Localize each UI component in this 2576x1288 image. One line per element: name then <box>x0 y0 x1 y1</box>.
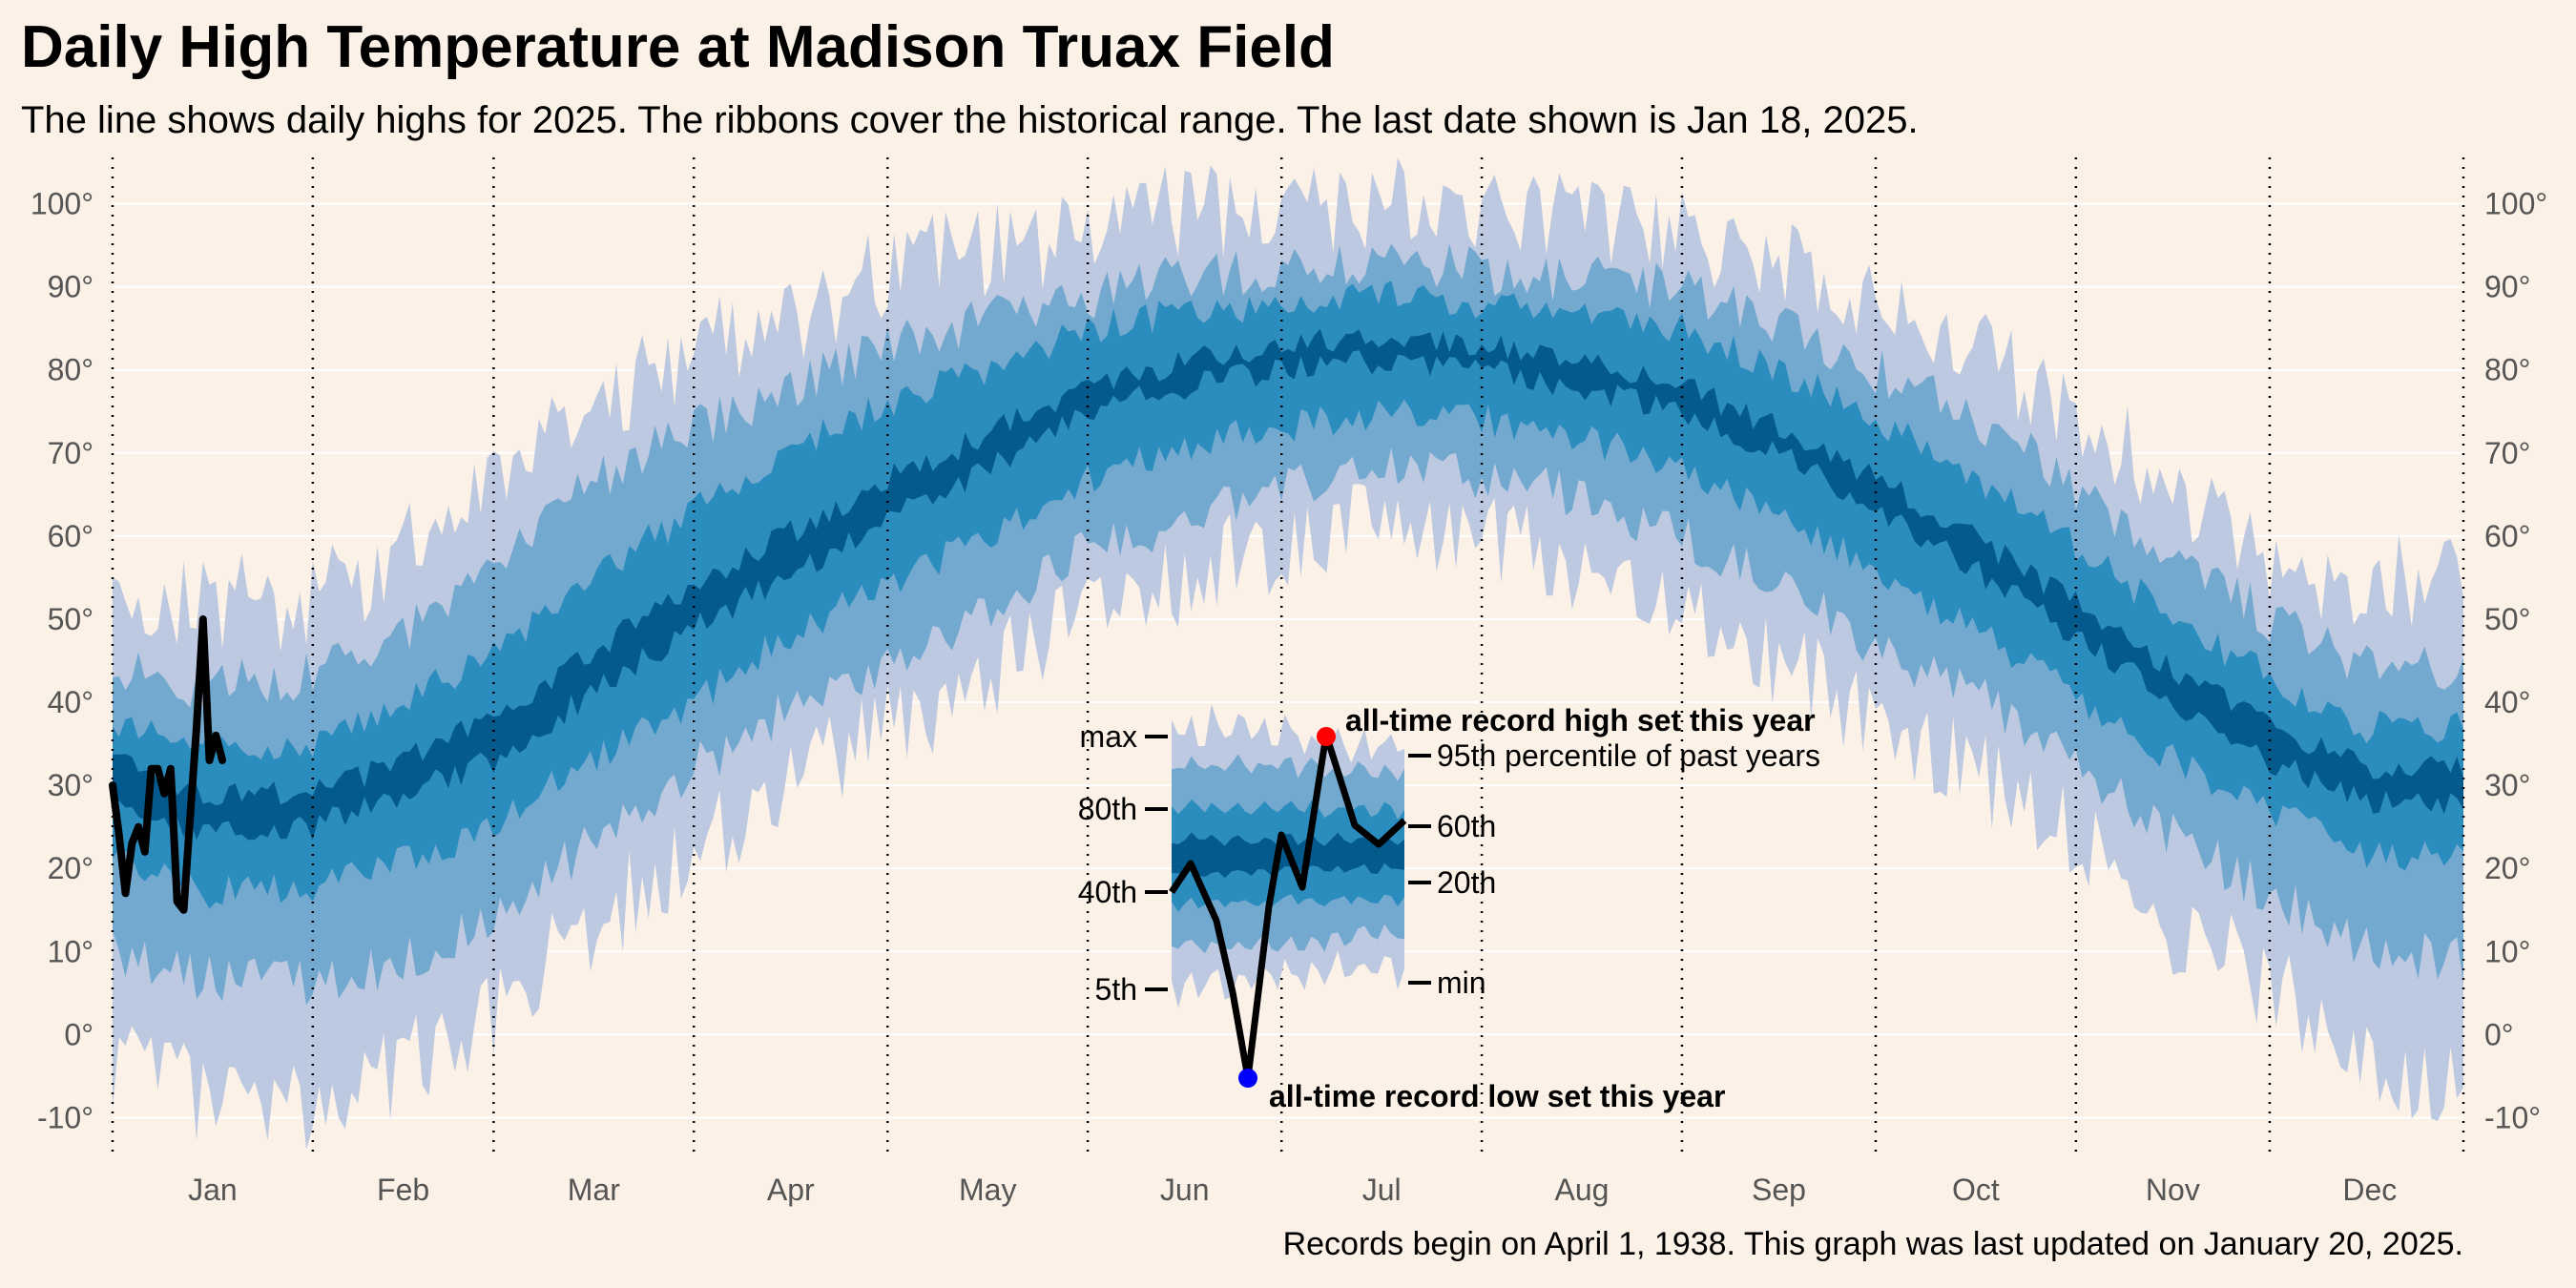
y-axis-left: -10° 0° 10° 20° 30° 40° 50° 60° 70° 80° 90° 100° <box>31 187 93 1135</box>
record-high-dot <box>1317 727 1336 746</box>
series-point <box>124 892 127 895</box>
inset-label-left: max <box>1080 719 1137 754</box>
series-point <box>208 759 211 761</box>
series-point <box>169 767 172 770</box>
y-tick-label: 100° <box>31 187 93 221</box>
series-point <box>156 767 159 770</box>
series-point <box>137 825 140 828</box>
series-point <box>163 792 166 795</box>
y-tick-label: 10° <box>48 934 93 968</box>
y-tick-label: 70° <box>48 436 93 470</box>
y-tick-label: 30° <box>2484 768 2530 802</box>
chart-caption: Records begin on April 1, 1938. This gra… <box>1282 1226 2463 1262</box>
inset-label-right: 20th <box>1437 865 1496 900</box>
series-point <box>131 842 134 845</box>
y-tick-label: -10° <box>2484 1100 2541 1134</box>
y-tick-label: 20° <box>48 851 93 885</box>
y-tick-label: 70° <box>2484 436 2530 470</box>
x-tick-label: Apr <box>767 1173 815 1207</box>
x-tick-label: Sep <box>1752 1173 1806 1207</box>
series-point <box>196 726 197 729</box>
series-point <box>176 901 178 904</box>
inset-label-right: 95th percentile of past years <box>1437 738 1820 773</box>
x-tick-label: Mar <box>568 1173 620 1207</box>
y-tick-label: 0° <box>64 1017 93 1051</box>
x-tick-label: Feb <box>377 1173 429 1207</box>
inset-label-left: 5th <box>1095 972 1137 1007</box>
y-tick-label: 30° <box>48 768 93 802</box>
inset-label-right: 60th <box>1437 809 1496 843</box>
y-tick-label: 80° <box>48 353 93 387</box>
ribbons-layer <box>113 157 2463 1150</box>
series-point <box>112 784 114 787</box>
y-tick-label: 10° <box>2484 934 2530 968</box>
y-tick-label: 0° <box>2484 1017 2514 1051</box>
line-layer <box>109 615 227 914</box>
record-low-dot <box>1238 1069 1257 1088</box>
legend-inset: max 80th 40th 5th 95th percentile of past ye… <box>1078 703 1820 1113</box>
series-point <box>143 850 146 853</box>
inset-label-right: min <box>1437 966 1486 1000</box>
y-tick-label: 90° <box>48 270 93 304</box>
y-tick-label: 60° <box>2484 519 2530 553</box>
series-point <box>221 759 224 761</box>
x-tick-label: Jul <box>1362 1173 1402 1207</box>
y-tick-label: 100° <box>2484 187 2547 221</box>
x-tick-label: Oct <box>1952 1173 2000 1207</box>
y-tick-label: 50° <box>48 602 93 636</box>
x-tick-label: Jun <box>1160 1173 1210 1207</box>
x-tick-label: Jan <box>188 1173 238 1207</box>
chart-title: Daily High Temperature at Madison Truax … <box>21 14 1335 80</box>
y-tick-label: 80° <box>2484 353 2530 387</box>
x-tick-label: May <box>959 1173 1016 1207</box>
x-axis: Jan Feb Mar Apr May Jun Jul Aug Sep Oct Nov Dec <box>188 1173 2397 1207</box>
y-tick-label: 60° <box>48 519 93 553</box>
series-point <box>182 908 185 911</box>
y-tick-label: -10° <box>37 1100 93 1134</box>
series-point <box>150 767 153 770</box>
y-tick-label: 20° <box>2484 851 2530 885</box>
x-tick-label: Aug <box>1555 1173 1610 1207</box>
series-line-2025 <box>109 615 227 914</box>
y-tick-label: 50° <box>2484 602 2530 636</box>
inset-sample-line <box>1169 731 1407 1082</box>
y-tick-label: 40° <box>2484 685 2530 719</box>
chart-subtitle: The line shows daily highs for 2025. The… <box>21 99 1919 141</box>
y-tick-label: 90° <box>2484 270 2530 304</box>
record-low-label: all-time record low set this year <box>1269 1079 1725 1113</box>
y-axis-right: -10° 0° 10° 20° 30° 40° 50° 60° 70° 80° 90° 100° <box>2484 187 2547 1135</box>
series-point <box>201 617 204 620</box>
inset-label-left: 80th <box>1078 792 1137 826</box>
ribbon-20th-80th <box>113 280 2463 909</box>
x-tick-label: Nov <box>2146 1173 2200 1207</box>
series-point <box>117 834 120 837</box>
series-point <box>189 817 192 820</box>
inset-label-left: 40th <box>1078 875 1137 909</box>
x-tick-label: Dec <box>2342 1173 2397 1207</box>
series-point <box>215 734 218 737</box>
record-high-label: all-time record high set this year <box>1345 703 1816 737</box>
y-tick-label: 40° <box>48 685 93 719</box>
ribbon-40th-60th <box>113 328 2463 841</box>
